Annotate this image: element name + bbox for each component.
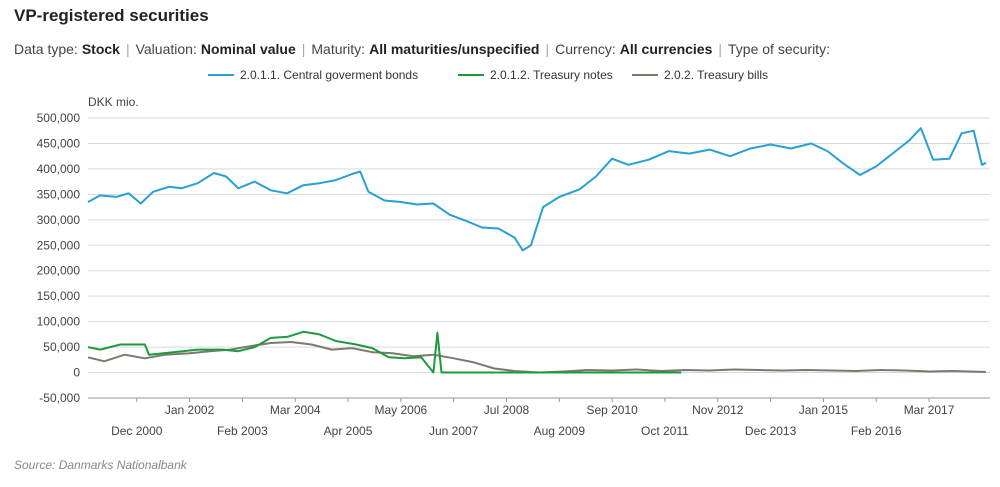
x-tick-label: Mar 2004 xyxy=(270,403,321,417)
x-tick-label: May 2006 xyxy=(375,403,428,417)
y-tick-label: 400,000 xyxy=(37,162,81,176)
x-tick-label: Jul 2008 xyxy=(484,403,530,417)
filter-value-currency[interactable]: All currencies xyxy=(619,41,713,57)
y-axis-label: DKK mio. xyxy=(88,95,139,109)
series-line-0 xyxy=(87,127,987,252)
source-note: Source: Danmarks Nationalbank xyxy=(14,458,187,472)
x-tick-label: Nov 2012 xyxy=(692,403,744,417)
x-tick-label: Feb 2003 xyxy=(217,424,268,438)
filter-value-maturity[interactable]: All maturities/unspecified xyxy=(369,41,540,57)
x-tick-label: Jun 2007 xyxy=(429,424,479,438)
y-tick-label: 500,000 xyxy=(37,111,81,125)
legend-label: 2.0.1.1. Central goverment bonds xyxy=(240,68,418,82)
x-tick-label: Apr 2005 xyxy=(324,424,373,438)
filter-value-valuation[interactable]: Nominal value xyxy=(200,41,296,57)
filter-label-valuation: Valuation: xyxy=(135,41,197,57)
x-tick-label: Dec 2000 xyxy=(111,424,163,438)
x-tick-label: Aug 2009 xyxy=(534,424,586,438)
y-tick-label: -50,000 xyxy=(39,391,80,405)
y-tick-label: 100,000 xyxy=(37,315,81,329)
x-tick-label: Mar 2017 xyxy=(904,403,955,417)
filter-label-data-type: Data type: xyxy=(14,41,78,57)
filter-label-type-of-security: Type of security: xyxy=(728,41,830,57)
y-tick-label: 350,000 xyxy=(37,187,81,201)
series-line-1 xyxy=(87,330,682,374)
x-tick-label: Sep 2010 xyxy=(586,403,638,417)
filter-label-maturity: Maturity: xyxy=(311,41,366,57)
x-tick-label: Jan 2015 xyxy=(799,403,849,417)
y-tick-label: 50,000 xyxy=(43,340,80,354)
filter-separator: | xyxy=(545,41,550,57)
y-tick-label: 450,000 xyxy=(37,136,81,150)
filter-label-currency: Currency: xyxy=(555,41,616,57)
y-tick-label: 300,000 xyxy=(37,213,81,227)
x-tick-label: Oct 2011 xyxy=(641,424,689,438)
legend-label: 2.0.1.2. Treasury notes xyxy=(490,68,613,82)
x-tick-label: Jan 2002 xyxy=(165,403,215,417)
filter-separator: | xyxy=(718,41,723,57)
x-tick-label: Feb 2016 xyxy=(851,424,902,438)
filter-bar: Data type: Stock | Valuation: Nominal value |… xyxy=(14,41,834,57)
y-tick-label: 0 xyxy=(73,366,80,380)
series-line-2 xyxy=(87,341,986,374)
x-tick-label: Dec 2013 xyxy=(745,424,797,438)
chart-title: VP-registered securities xyxy=(14,6,209,25)
y-tick-label: 200,000 xyxy=(37,264,81,278)
filter-separator: | xyxy=(301,41,306,57)
filter-separator: | xyxy=(125,41,130,57)
y-tick-label: 150,000 xyxy=(37,289,81,303)
filter-value-data-type[interactable]: Stock xyxy=(81,41,120,57)
y-tick-label: 250,000 xyxy=(37,238,81,252)
legend-label: 2.0.2. Treasury bills xyxy=(664,68,768,82)
